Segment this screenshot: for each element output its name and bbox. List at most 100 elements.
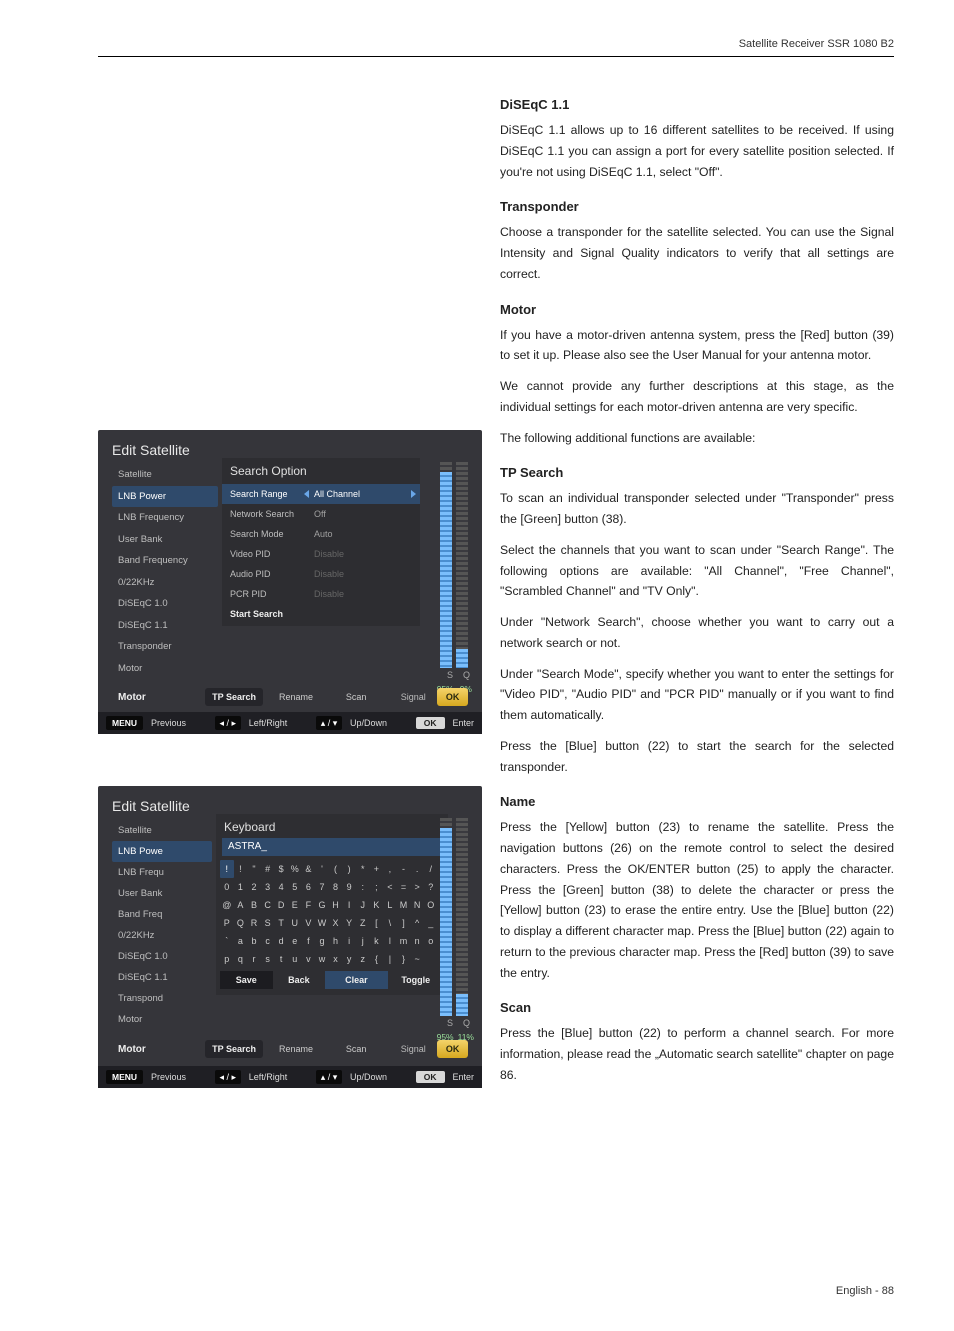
- keyboard-key[interactable]: 2: [247, 878, 261, 896]
- option-row[interactable]: Audio PIDDisable: [222, 564, 420, 584]
- keyboard-key[interactable]: ]: [397, 914, 411, 932]
- keyboard-key[interactable]: e: [288, 932, 302, 950]
- keyboard-key[interactable]: ?: [424, 878, 438, 896]
- keyboard-key[interactable]: >: [410, 878, 424, 896]
- keyboard-key[interactable]: ^: [410, 914, 424, 932]
- keyboard-key[interactable]: 0: [220, 878, 234, 896]
- rename-button[interactable]: Rename: [269, 688, 323, 706]
- option-row[interactable]: Search RangeAll Channel: [222, 484, 420, 504]
- keyboard-key[interactable]: 7: [315, 878, 329, 896]
- keyboard-key[interactable]: h: [329, 932, 343, 950]
- sidebar-item[interactable]: Satellite: [112, 464, 218, 486]
- keyboard-key[interactable]: r: [247, 950, 261, 968]
- keyboard-key[interactable]: 4: [274, 878, 288, 896]
- keyboard-key[interactable]: N: [410, 896, 424, 914]
- keyboard-key[interactable]: l: [383, 932, 397, 950]
- keyboard-key[interactable]: x: [329, 950, 343, 968]
- keyboard-key[interactable]: D: [274, 896, 288, 914]
- keyboard-key[interactable]: B: [247, 896, 261, 914]
- keyboard-key[interactable]: [424, 950, 438, 968]
- keyboard-key[interactable]: u: [288, 950, 302, 968]
- keyboard-key[interactable]: m: [397, 932, 411, 950]
- keyboard-key[interactable]: f: [302, 932, 316, 950]
- keyboard-key[interactable]: !: [234, 860, 248, 878]
- keyboard-key[interactable]: =: [397, 878, 411, 896]
- sidebar-list[interactable]: SatelliteLNB PoweLNB FrequUser BankBand …: [112, 820, 212, 1030]
- keyboard-key[interactable]: (: [329, 860, 343, 878]
- keyboard-key[interactable]: Z: [356, 914, 370, 932]
- sidebar-item[interactable]: Band Freq: [112, 904, 212, 925]
- sidebar-item[interactable]: LNB Frequ: [112, 862, 212, 883]
- keyboard-key[interactable]: K: [370, 896, 384, 914]
- keyboard-key[interactable]: o: [424, 932, 438, 950]
- keyboard-key[interactable]: J: [356, 896, 370, 914]
- keyboard-key[interactable]: R: [247, 914, 261, 932]
- keyboard-key[interactable]: t: [274, 950, 288, 968]
- sidebar-item[interactable]: Motor: [112, 1009, 212, 1030]
- keyboard-key[interactable]: X: [329, 914, 343, 932]
- keyboard-key[interactable]: @: [220, 896, 234, 914]
- sidebar-item[interactable]: DiSEqC 1.1: [112, 967, 212, 988]
- keyboard-key[interactable]: T: [274, 914, 288, 932]
- ok-button[interactable]: OK: [437, 688, 468, 706]
- keyboard-key[interactable]: w: [315, 950, 329, 968]
- keyboard-key[interactable]: $: [274, 860, 288, 878]
- keyboard-key[interactable]: /: [424, 860, 438, 878]
- option-row[interactable]: Video PIDDisable: [222, 544, 420, 564]
- keyboard-key[interactable]: <: [383, 878, 397, 896]
- keyboard-key[interactable]: z: [356, 950, 370, 968]
- keyboard-key[interactable]: s: [261, 950, 275, 968]
- kbd-back-button[interactable]: Back: [273, 971, 326, 989]
- keyboard-key[interactable]: i: [342, 932, 356, 950]
- sidebar-item[interactable]: LNB Powe: [112, 841, 212, 862]
- sidebar-item[interactable]: DiSEqC 1.1: [112, 615, 218, 637]
- sidebar-item[interactable]: Satellite: [112, 820, 212, 841]
- keyboard-key[interactable]: [: [370, 914, 384, 932]
- keyboard-key[interactable]: v: [302, 950, 316, 968]
- ok-button[interactable]: OK: [437, 1040, 468, 1058]
- keyboard-key[interactable]: a: [234, 932, 248, 950]
- keyboard-key[interactable]: n: [410, 932, 424, 950]
- keyboard-key[interactable]: P: [220, 914, 234, 932]
- option-row[interactable]: Start Search: [222, 604, 420, 624]
- keyboard-key[interactable]: L: [383, 896, 397, 914]
- keyboard-key[interactable]: 5: [288, 878, 302, 896]
- sidebar-item[interactable]: Transpond: [112, 988, 212, 1009]
- keyboard-key[interactable]: y: [342, 950, 356, 968]
- keyboard-key[interactable]: +: [370, 860, 384, 878]
- kbd-clear-button[interactable]: Clear: [325, 971, 387, 989]
- keyboard-key[interactable]: W: [315, 914, 329, 932]
- keyboard-key[interactable]: ': [315, 860, 329, 878]
- sidebar-item[interactable]: 0/22KHz: [112, 572, 218, 594]
- keyboard-key[interactable]: :: [356, 878, 370, 896]
- option-row[interactable]: Network SearchOff: [222, 504, 420, 524]
- keyboard-key[interactable]: G: [315, 896, 329, 914]
- keyboard-key[interactable]: {: [370, 950, 384, 968]
- keyboard-key[interactable]: #: [261, 860, 275, 878]
- keyboard-key[interactable]: \: [383, 914, 397, 932]
- keyboard-key[interactable]: 1: [234, 878, 248, 896]
- keyboard-key[interactable]: &: [302, 860, 316, 878]
- menu-button[interactable]: MENU: [106, 716, 143, 730]
- keyboard-key[interactable]: 6: [302, 878, 316, 896]
- keyboard-key[interactable]: U: [288, 914, 302, 932]
- keyboard-key[interactable]: g: [315, 932, 329, 950]
- keyboard-key[interactable]: Q: [234, 914, 248, 932]
- keyboard-key[interactable]: `: [220, 932, 234, 950]
- keyboard-key[interactable]: ": [247, 860, 261, 878]
- keyboard-key[interactable]: k: [370, 932, 384, 950]
- keyboard-key[interactable]: *: [356, 860, 370, 878]
- sidebar-item[interactable]: 0/22KHz: [112, 925, 212, 946]
- option-row[interactable]: Search ModeAuto: [222, 524, 420, 544]
- keyboard-key[interactable]: V: [302, 914, 316, 932]
- keyboard-key[interactable]: A: [234, 896, 248, 914]
- keyboard-key[interactable]: |: [383, 950, 397, 968]
- sidebar-item[interactable]: Band Frequency: [112, 550, 218, 572]
- scan-button[interactable]: Scan: [329, 1040, 383, 1058]
- keyboard-key[interactable]: H: [329, 896, 343, 914]
- sidebar-item[interactable]: User Bank: [112, 883, 212, 904]
- keyboard-key[interactable]: ;: [370, 878, 384, 896]
- keyboard-key[interactable]: q: [234, 950, 248, 968]
- sidebar-item[interactable]: User Bank: [112, 529, 218, 551]
- sidebar-item[interactable]: Motor: [112, 658, 218, 680]
